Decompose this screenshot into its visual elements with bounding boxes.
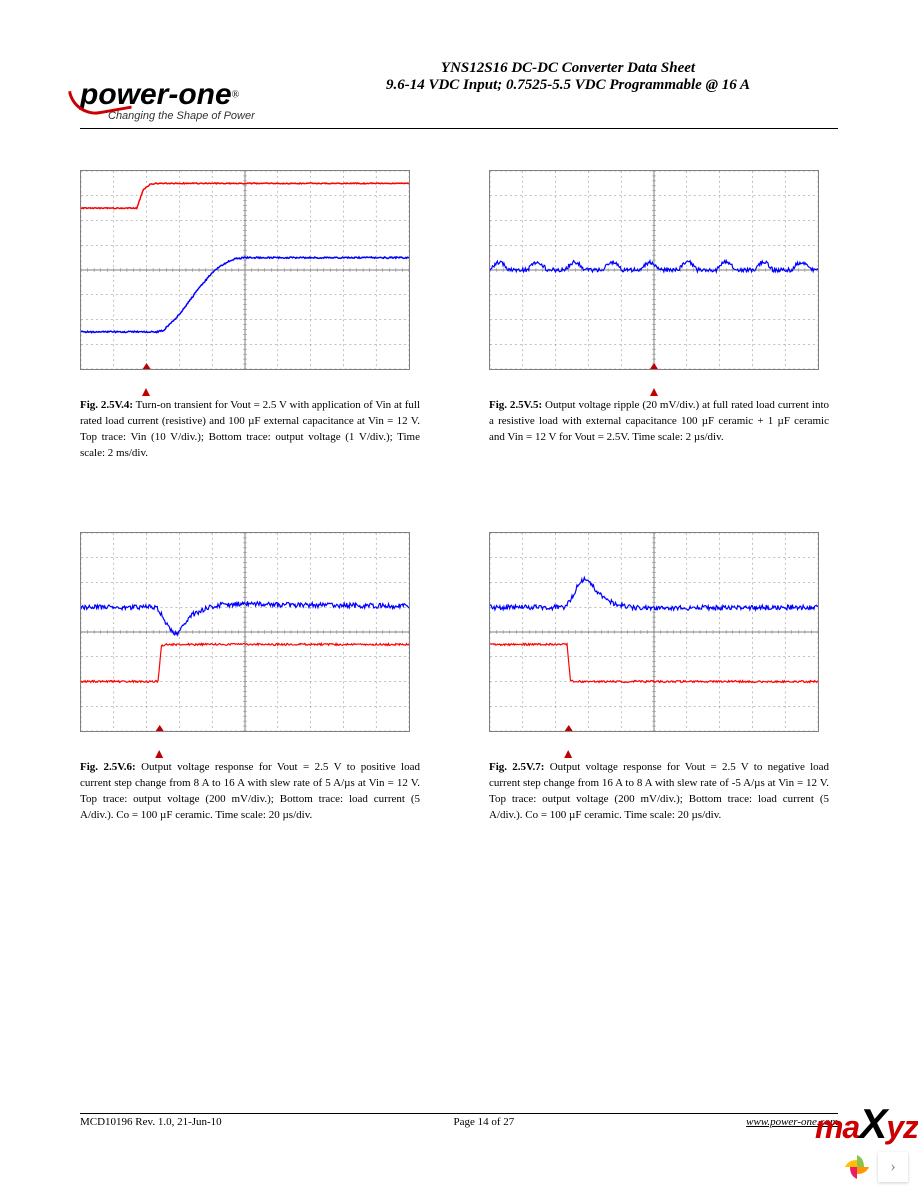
oscilloscope-plot (80, 170, 410, 370)
figure-caption: Fig. 2.5V.7: Output voltage response for… (489, 760, 829, 824)
doc-title-line2: 9.6-14 VDC Input; 0.7525-5.5 VDC Program… (298, 77, 838, 94)
oscilloscope-plot (80, 532, 410, 732)
figure-caption: Fig. 2.5V.4: Turn-on transient for Vout … (80, 398, 420, 462)
caption-label: Fig. 2.5V.4: (80, 399, 133, 411)
fig-2-5v-7: Fig. 2.5V.7: Output voltage response for… (489, 532, 829, 824)
footer-page-number: Page 14 of 27 (454, 1116, 515, 1128)
fig-2-5v-4: Fig. 2.5V.4: Turn-on transient for Vout … (80, 170, 420, 462)
caption-label: Fig. 2.5V.7: (489, 761, 544, 773)
caption-label: Fig. 2.5V.5: (489, 399, 542, 411)
datasheet-page: power-one® Changing the Shape of Power Y… (0, 0, 918, 1188)
next-page-button[interactable]: › (878, 1152, 908, 1182)
watermark-yz: yz (886, 1109, 918, 1145)
page-header: power-one® Changing the Shape of Power Y… (80, 60, 838, 140)
figure-caption: Fig. 2.5V.5: Output voltage ripple (20 m… (489, 398, 829, 446)
chevron-right-icon: › (890, 1158, 895, 1176)
fig-2-5v-6: Fig. 2.5V.6: Output voltage response for… (80, 532, 420, 824)
trigger-marker-icon (80, 388, 420, 398)
figure-caption: Fig. 2.5V.6: Output voltage response for… (80, 760, 420, 824)
watermark-ma: ma (815, 1109, 859, 1145)
header-titles: YNS12S16 DC-DC Converter Data Sheet 9.6-… (298, 60, 838, 94)
registered-icon: ® (232, 90, 240, 101)
corner-widget: › (842, 1152, 908, 1182)
trigger-marker-icon (489, 750, 829, 760)
fig-2-5v-5: Fig. 2.5V.5: Output voltage ripple (20 m… (489, 170, 829, 462)
oscilloscope-plot (489, 170, 819, 370)
trigger-marker-icon (489, 388, 829, 398)
company-logo: power-one® Changing the Shape of Power (80, 78, 280, 122)
logo-tagline: Changing the Shape of Power (108, 110, 280, 122)
header-divider (80, 128, 838, 129)
figures-grid: Fig. 2.5V.4: Turn-on transient for Vout … (80, 170, 838, 824)
pinwheel-icon[interactable] (842, 1152, 872, 1182)
footer-revision: MCD10196 Rev. 1.0, 21-Jun-10 (80, 1116, 222, 1128)
oscilloscope-plot (489, 532, 819, 732)
caption-label: Fig. 2.5V.6: (80, 761, 136, 773)
watermark-x: X (859, 1100, 886, 1147)
page-footer: MCD10196 Rev. 1.0, 21-Jun-10 Page 14 of … (80, 1113, 838, 1128)
trigger-marker-icon (80, 750, 420, 760)
doc-title-line1: YNS12S16 DC-DC Converter Data Sheet (298, 60, 838, 77)
maxyz-watermark: maXyz (815, 1100, 918, 1148)
